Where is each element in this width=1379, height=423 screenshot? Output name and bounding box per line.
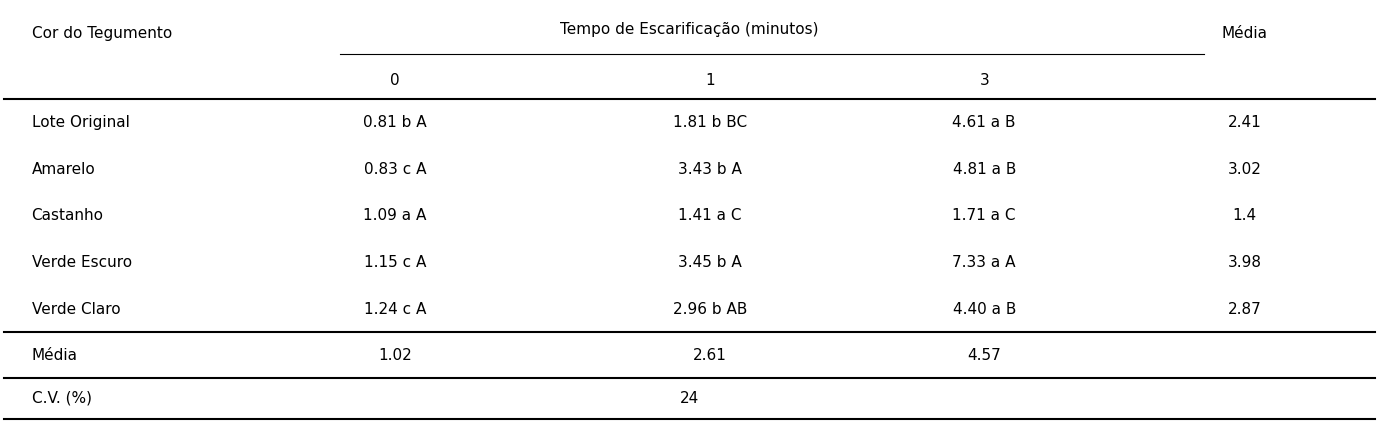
Text: 1: 1 — [705, 73, 714, 88]
Text: 4.40 a B: 4.40 a B — [953, 302, 1016, 317]
Text: 1.02: 1.02 — [378, 348, 412, 363]
Text: 1.71 a C: 1.71 a C — [953, 208, 1016, 223]
Text: Verde Escuro: Verde Escuro — [32, 255, 132, 270]
Text: 1.15 c A: 1.15 c A — [364, 255, 426, 270]
Text: C.V. (%): C.V. (%) — [32, 391, 91, 406]
Text: Tempo de Escarificação (minutos): Tempo de Escarificação (minutos) — [560, 22, 819, 37]
Text: 2.41: 2.41 — [1227, 115, 1262, 130]
Text: 4.81 a B: 4.81 a B — [953, 162, 1016, 177]
Text: Média: Média — [32, 348, 77, 363]
Text: 3.45 b A: 3.45 b A — [678, 255, 742, 270]
Text: 2.96 b AB: 2.96 b AB — [673, 302, 747, 317]
Text: 7.33 a A: 7.33 a A — [953, 255, 1016, 270]
Text: 1.4: 1.4 — [1233, 208, 1256, 223]
Text: 2.87: 2.87 — [1227, 302, 1262, 317]
Text: Lote Original: Lote Original — [32, 115, 130, 130]
Text: Verde Claro: Verde Claro — [32, 302, 120, 317]
Text: 1.41 a C: 1.41 a C — [678, 208, 742, 223]
Text: 3.43 b A: 3.43 b A — [678, 162, 742, 177]
Text: 2.61: 2.61 — [694, 348, 727, 363]
Text: 1.81 b BC: 1.81 b BC — [673, 115, 747, 130]
Text: 3.98: 3.98 — [1227, 255, 1262, 270]
Text: 3: 3 — [979, 73, 989, 88]
Text: Média: Média — [1222, 26, 1267, 41]
Text: Cor do Tegumento: Cor do Tegumento — [32, 26, 172, 41]
Text: Castanho: Castanho — [32, 208, 103, 223]
Text: 3.02: 3.02 — [1227, 162, 1262, 177]
Text: 1.09 a A: 1.09 a A — [363, 208, 426, 223]
Text: Amarelo: Amarelo — [32, 162, 95, 177]
Text: 4.57: 4.57 — [967, 348, 1001, 363]
Text: 0: 0 — [390, 73, 400, 88]
Text: 0.83 c A: 0.83 c A — [364, 162, 426, 177]
Text: 1.24 c A: 1.24 c A — [364, 302, 426, 317]
Text: 0.81 b A: 0.81 b A — [363, 115, 426, 130]
Text: 4.61 a B: 4.61 a B — [953, 115, 1016, 130]
Text: 24: 24 — [680, 391, 699, 406]
